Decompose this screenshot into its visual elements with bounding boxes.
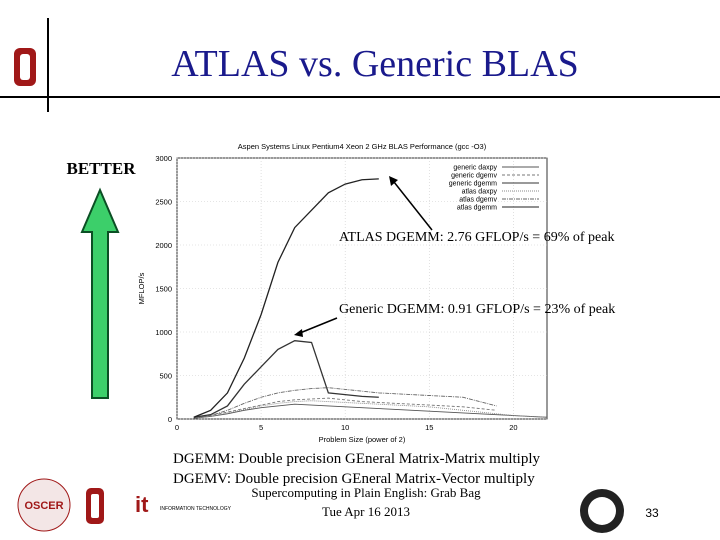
series-line — [193, 400, 548, 419]
logo-text: INFORMATION TECHNOLOGY — [160, 506, 232, 512]
plot-area — [176, 157, 548, 420]
footer-course: Supercomputing in Plain English: Grab Ba… — [251, 485, 481, 500]
logo-text: OSCER — [24, 500, 63, 512]
oscer-logo: OSCER — [17, 478, 71, 532]
annotation-arrow — [393, 181, 433, 231]
y-tick-label: 2000 — [155, 241, 172, 250]
legend-label: atlas daxpy — [462, 189, 498, 196]
definition: DGEMV: Double precision GEneral Matrix-V… — [173, 471, 535, 487]
y-tick-label: 3000 — [155, 154, 172, 163]
legend-label: atlas dgemv — [459, 197, 497, 204]
series-line — [193, 403, 548, 419]
arrow-head — [389, 176, 398, 186]
arrow-head — [294, 329, 303, 337]
y-tick-label: 500 — [159, 372, 172, 381]
y-tick-label: 1000 — [155, 328, 172, 337]
series-line — [193, 340, 379, 418]
x-tick-label: 10 — [341, 423, 349, 432]
ou-logo-small — [86, 488, 104, 524]
x-axis-label: Problem Size (power of 2) — [319, 435, 406, 444]
slide-title: ATLAS vs. Generic BLAS — [171, 43, 578, 85]
logo-text: it — [135, 492, 149, 517]
x-tick-label: 0 — [175, 423, 179, 432]
annotation: ATLAS DGEMM: 2.76 GFLOP/s = 69% of peak — [339, 230, 614, 245]
series-line — [193, 178, 379, 418]
x-tick-label: 5 — [259, 423, 263, 432]
x-tick-label: 15 — [425, 423, 433, 432]
legend-label: generic dgemv — [451, 173, 497, 180]
x-tick-label: 20 — [509, 423, 517, 432]
footer-date: Tue Apr 16 2013 — [322, 504, 410, 519]
better-arrow — [80, 187, 120, 399]
chart-title: Aspen Systems Linux Pentium4 Xeon 2 GHz … — [238, 142, 487, 151]
chart: Aspen Systems Linux Pentium4 Xeon 2 GHz … — [137, 142, 548, 444]
seal-logo — [580, 489, 624, 533]
legend-label: generic daxpy — [453, 165, 497, 172]
y-axis-label: MFLOP/s — [137, 272, 146, 304]
annotation-arrow — [299, 317, 338, 334]
legend-label: atlas dgemm — [457, 205, 497, 212]
y-tick-label: 1500 — [155, 285, 172, 294]
series-line — [193, 387, 497, 419]
page-number: 33 — [645, 506, 659, 520]
series-line — [193, 397, 497, 419]
definition: DGEMM: Double precision GEneral Matrix-M… — [173, 451, 541, 467]
ou-logo — [14, 48, 36, 86]
legend-label: generic dgemm — [449, 181, 497, 188]
better-label: BETTER — [67, 159, 137, 178]
annotation: Generic DGEMM: 0.91 GFLOP/s = 23% of pea… — [339, 302, 615, 317]
y-tick-label: 2500 — [155, 198, 172, 207]
y-tick-label: 0 — [168, 415, 172, 424]
